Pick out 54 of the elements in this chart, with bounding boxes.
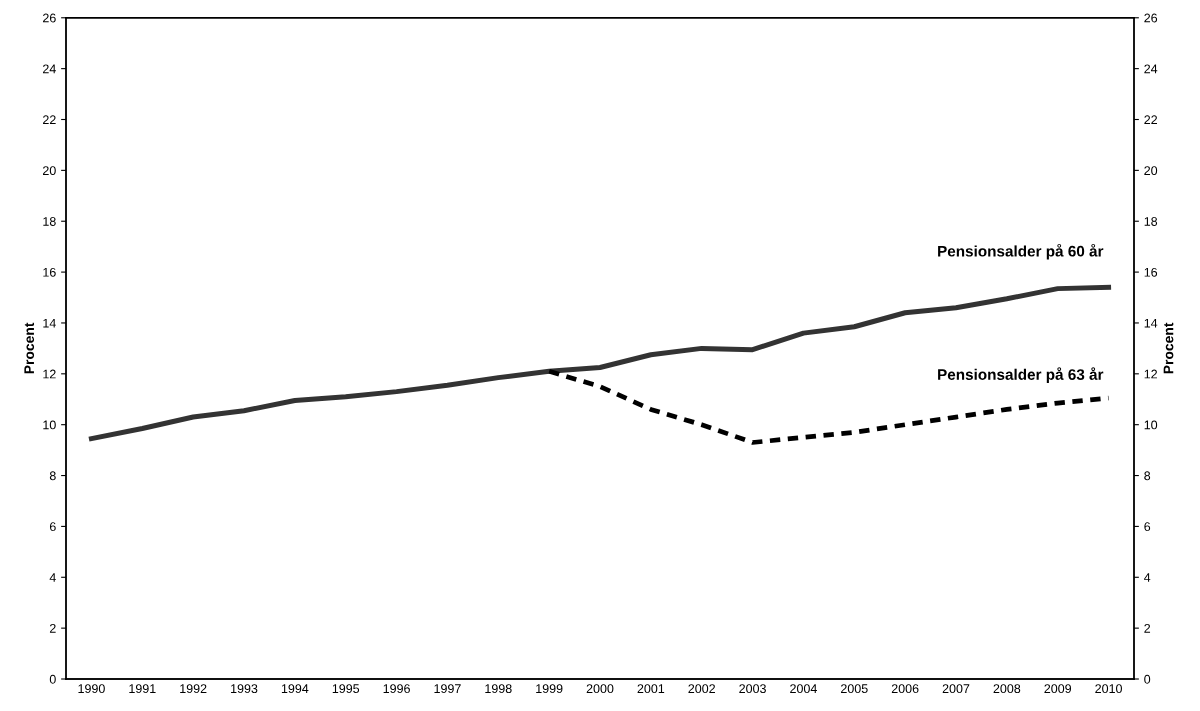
- x-tick-label: 1991: [129, 684, 156, 694]
- x-tick-label: 2005: [841, 684, 868, 694]
- x-tick-label: 2008: [993, 684, 1021, 694]
- x-tick-label: 1994: [281, 684, 309, 694]
- x-tick-label: 2006: [891, 684, 919, 694]
- y-axis-title: Procent: [24, 322, 35, 374]
- y2-tick-label: 4: [1144, 573, 1151, 582]
- y2-tick-label: 26: [1144, 13, 1158, 23]
- y-tick-label: 0: [49, 674, 56, 684]
- y-tick-label: 4: [49, 573, 56, 582]
- x-tick-label: 2002: [688, 684, 715, 694]
- y-tick-label: 16: [43, 267, 56, 277]
- y2-tick-label: 20: [1144, 166, 1158, 176]
- series-label: Pensionsalder på 60 år: [938, 243, 1104, 260]
- x-tick-label: 1999: [536, 684, 563, 694]
- y-tick-label: 18: [43, 217, 56, 226]
- y-tick-label: 14: [43, 318, 56, 328]
- y2-tick-label: 18: [1144, 217, 1158, 226]
- series-label: Pensionsalder på 63 år: [938, 367, 1104, 383]
- y2-tick-label: 22: [1144, 115, 1157, 125]
- y-tick-label: 22: [43, 115, 56, 125]
- x-tick-label: 2009: [1044, 684, 1072, 694]
- x-tick-label: 1996: [383, 684, 410, 694]
- x-tick-label: 1995: [332, 684, 360, 694]
- line-series: [546, 368, 1111, 445]
- x-tick-label: 1992: [180, 684, 207, 694]
- y2-tick-label: 10: [1144, 420, 1158, 430]
- y2-tick-label: 24: [1144, 64, 1158, 74]
- x-tick-label: 1998: [485, 684, 512, 694]
- y2-tick-label: 12: [1144, 369, 1157, 379]
- y2-tick-label: 2: [1144, 623, 1151, 633]
- y-tick-label: 12: [43, 369, 56, 379]
- y2-tick-label: 6: [1144, 522, 1151, 532]
- x-tick-label: 2004: [790, 684, 817, 694]
- x-tick-label: 2003: [739, 684, 766, 694]
- x-tick-label: 2001: [637, 684, 665, 694]
- x-tick-label: 1990: [78, 684, 105, 694]
- y-tick-label: 20: [43, 166, 56, 176]
- x-tick-label: 2010: [1095, 684, 1122, 694]
- y2-tick-label: 8: [1144, 471, 1151, 481]
- y-tick-label: 6: [49, 522, 56, 532]
- y2-axis-title: Procent: [1163, 322, 1174, 374]
- y2-tick-label: 0: [1144, 674, 1151, 684]
- x-tick-label: 1997: [434, 684, 461, 694]
- y2-tick-label: 14: [1144, 318, 1158, 328]
- y-tick-label: 8: [49, 471, 56, 481]
- y-tick-label: 26: [43, 13, 56, 23]
- y-tick-label: 2: [49, 623, 56, 633]
- y2-tick-label: 16: [1144, 267, 1158, 277]
- x-tick-label: 2000: [586, 684, 614, 694]
- y-tick-label: 10: [43, 420, 56, 430]
- x-tick-label: 2007: [942, 684, 970, 694]
- x-tick-label: 1993: [231, 684, 258, 694]
- y-tick-label: 24: [43, 64, 56, 74]
